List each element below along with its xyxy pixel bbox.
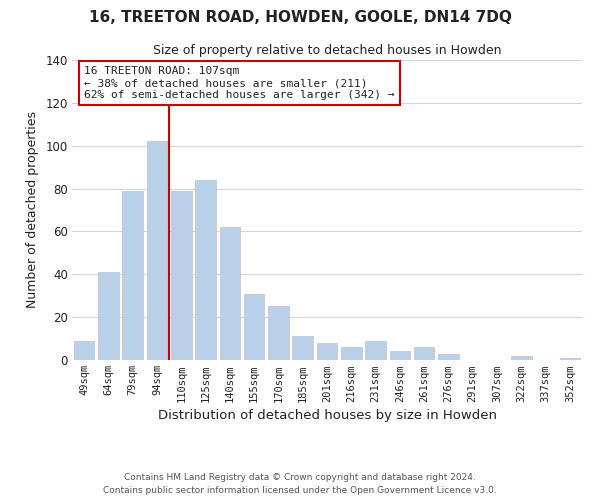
Bar — [341, 347, 362, 360]
Bar — [317, 343, 337, 360]
Bar — [292, 336, 313, 360]
Bar — [220, 227, 240, 360]
Y-axis label: Number of detached properties: Number of detached properties — [26, 112, 38, 308]
Bar — [74, 340, 94, 360]
Bar — [511, 356, 532, 360]
Bar — [268, 306, 289, 360]
Bar — [560, 358, 580, 360]
Bar — [146, 142, 167, 360]
Bar — [122, 190, 143, 360]
Bar — [171, 190, 191, 360]
Bar — [438, 354, 459, 360]
Text: 16, TREETON ROAD, HOWDEN, GOOLE, DN14 7DQ: 16, TREETON ROAD, HOWDEN, GOOLE, DN14 7D… — [89, 10, 511, 25]
Text: Contains HM Land Registry data © Crown copyright and database right 2024.
Contai: Contains HM Land Registry data © Crown c… — [103, 474, 497, 495]
Text: 16 TREETON ROAD: 107sqm
← 38% of detached houses are smaller (211)
62% of semi-d: 16 TREETON ROAD: 107sqm ← 38% of detache… — [84, 66, 395, 100]
Bar — [98, 272, 119, 360]
Bar — [195, 180, 216, 360]
Bar — [244, 294, 265, 360]
Title: Size of property relative to detached houses in Howden: Size of property relative to detached ho… — [153, 44, 501, 58]
X-axis label: Distribution of detached houses by size in Howden: Distribution of detached houses by size … — [157, 408, 497, 422]
Bar — [365, 340, 386, 360]
Bar — [414, 347, 434, 360]
Bar — [389, 352, 410, 360]
